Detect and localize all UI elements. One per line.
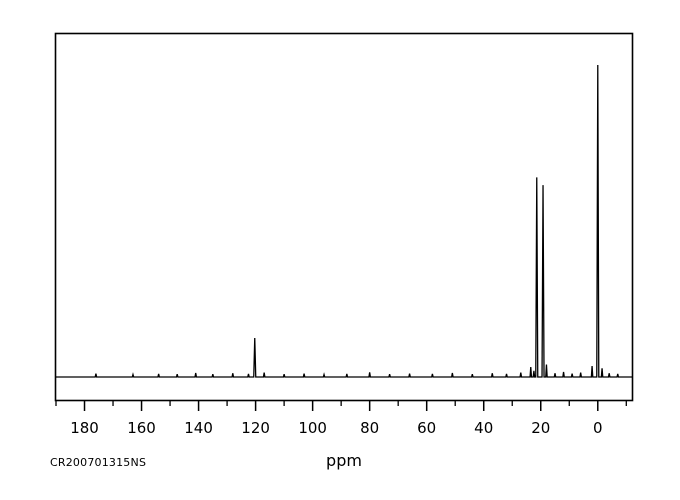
x-axis-tick-label: 120 xyxy=(241,419,270,437)
x-axis-tick-label: 100 xyxy=(298,419,327,437)
x-axis-ticks xyxy=(55,401,627,411)
x-axis-tick-label: 160 xyxy=(127,419,156,437)
plot-frame xyxy=(54,32,634,402)
x-axis-title: ppm xyxy=(326,451,362,470)
x-axis-tick-label: 0 xyxy=(593,419,603,437)
x-axis-tick-label: 80 xyxy=(360,419,379,437)
x-axis-tick-label: 40 xyxy=(474,419,493,437)
spectrum-trace xyxy=(56,64,632,378)
watermark-label: CR200701315NS xyxy=(50,456,146,469)
x-axis-tick-label: 20 xyxy=(531,419,550,437)
x-axis-tick-label: 140 xyxy=(184,419,213,437)
x-axis-tick-labels: 180 160 140 120 100 80 60 40 20 0 xyxy=(70,419,602,437)
x-axis-tick-label: 60 xyxy=(417,419,436,437)
x-axis-tick-label: 180 xyxy=(70,419,99,437)
